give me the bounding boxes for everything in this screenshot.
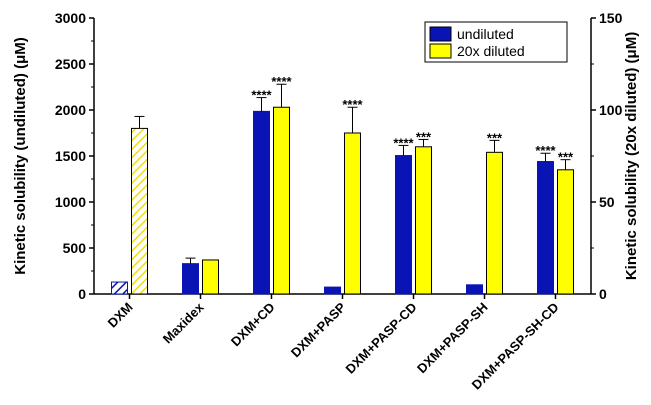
x-tick-label: DXM+PASP-CD: [343, 300, 420, 377]
y-tick-label-left: 1500: [55, 148, 86, 164]
y-tick-label-left: 500: [63, 240, 87, 256]
significance-label: ***: [558, 150, 574, 165]
plot-area: 0 500 1000 1500 2000 2500 3000 0 50 100 150 DXM Maxi…: [55, 10, 623, 392]
significance-label: ****: [251, 88, 272, 103]
significance-label: ***: [416, 129, 432, 144]
legend-swatch: [429, 26, 452, 42]
bar-undiluted: [182, 263, 199, 295]
x-tick-label: DXM+PASP: [288, 299, 349, 360]
bar-undiluted: [395, 155, 412, 295]
x-tick-label: Maxidex: [160, 299, 207, 346]
y-axis-title-right: Kinetic solubility (20x diluted) (μM): [623, 32, 640, 280]
bar-undiluted: [253, 110, 270, 295]
significance-label: ****: [342, 97, 363, 112]
bar-diluted: [557, 169, 574, 295]
bar-undiluted: [466, 284, 483, 295]
legend-swatch: [429, 43, 452, 59]
y-tick-label-left: 3000: [55, 10, 86, 26]
y-tick-label-right: 100: [599, 102, 623, 118]
bar-diluted: [415, 146, 432, 295]
y-tick-label-left: 2500: [55, 56, 86, 72]
bar-diluted: [131, 127, 148, 295]
bar-diluted: [202, 259, 219, 295]
bar-undiluted: [324, 286, 341, 295]
significance-label: ****: [271, 74, 292, 89]
y-tick-label-right: 0: [599, 286, 607, 302]
legend-label: 20x diluted: [457, 43, 525, 59]
bar-diluted: [273, 106, 290, 295]
x-tick-label: DXM+CD: [228, 300, 278, 350]
y-tick-label-right: 50: [599, 194, 615, 210]
x-tick-label: DXM: [105, 300, 136, 331]
y-tick-label-left: 2000: [55, 102, 86, 118]
bar-undiluted: [537, 161, 554, 295]
y-tick-label-right: 150: [599, 10, 623, 26]
y-tick-label-left: 0: [78, 286, 86, 302]
significance-label: ****: [535, 143, 556, 158]
x-tick-label: DXM+PASP-SH: [414, 300, 491, 377]
y-axis-title-left: Kinetic solubility (undiluted) (μM): [12, 37, 29, 275]
legend-label: undiluted: [457, 26, 514, 42]
significance-label: ****: [393, 135, 414, 150]
significance-label: ***: [487, 130, 503, 145]
bar-undiluted: [111, 281, 128, 295]
y-tick-label-left: 1000: [55, 194, 86, 210]
bar-diluted: [486, 151, 503, 295]
bar-diluted: [344, 132, 361, 295]
